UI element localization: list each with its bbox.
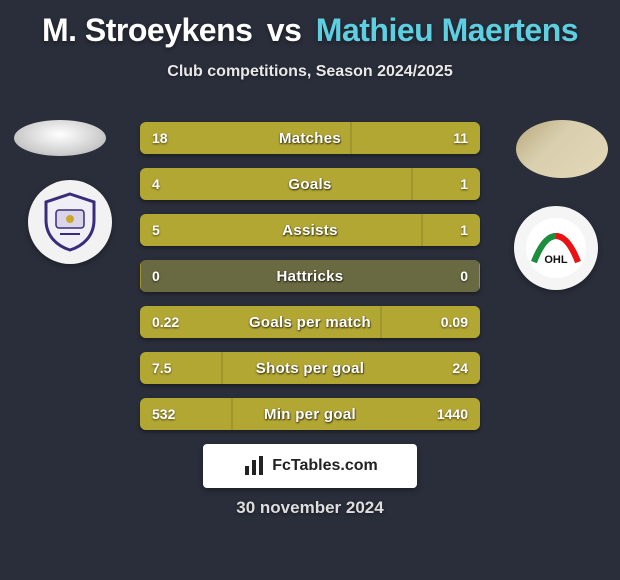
stat-label: Hattricks [140, 260, 480, 292]
stat-row: 5321440Min per goal [140, 398, 480, 430]
subtitle: Club competitions, Season 2024/2025 [0, 63, 620, 81]
attribution-text: FcTables.com [272, 457, 378, 475]
stat-label: Assists [140, 214, 480, 246]
stat-label: Min per goal [140, 398, 480, 430]
svg-text:OHL: OHL [544, 254, 568, 266]
player1-avatar [14, 120, 106, 156]
club-logo-icon: OHL [524, 216, 588, 280]
stat-label: Goals [140, 168, 480, 200]
stat-row: 41Goals [140, 168, 480, 200]
player2-name: Mathieu Maertens [316, 12, 578, 48]
bar-chart-icon [242, 454, 266, 478]
comparison-bars: 1811Matches 41Goals 51Assists 00Hattricks 0.… [140, 122, 480, 444]
stat-label: Matches [140, 122, 480, 154]
page-title: M. Stroeykens vs Mathieu Maertens [0, 0, 620, 49]
stat-label: Goals per match [140, 306, 480, 338]
stat-row: 00Hattricks [140, 260, 480, 292]
vs-label: vs [267, 12, 302, 48]
stat-row: 1811Matches [140, 122, 480, 154]
shield-icon [38, 190, 102, 254]
date-label: 30 november 2024 [0, 498, 620, 518]
player2-avatar [516, 120, 608, 178]
stat-row: 7.524Shots per goal [140, 352, 480, 384]
stat-label: Shots per goal [140, 352, 480, 384]
player1-club-badge [28, 180, 112, 264]
player1-name: M. Stroeykens [42, 12, 252, 48]
stat-row: 51Assists [140, 214, 480, 246]
stat-row: 0.220.09Goals per match [140, 306, 480, 338]
attribution-badge: FcTables.com [203, 444, 417, 488]
player2-club-badge: OHL [514, 206, 598, 290]
